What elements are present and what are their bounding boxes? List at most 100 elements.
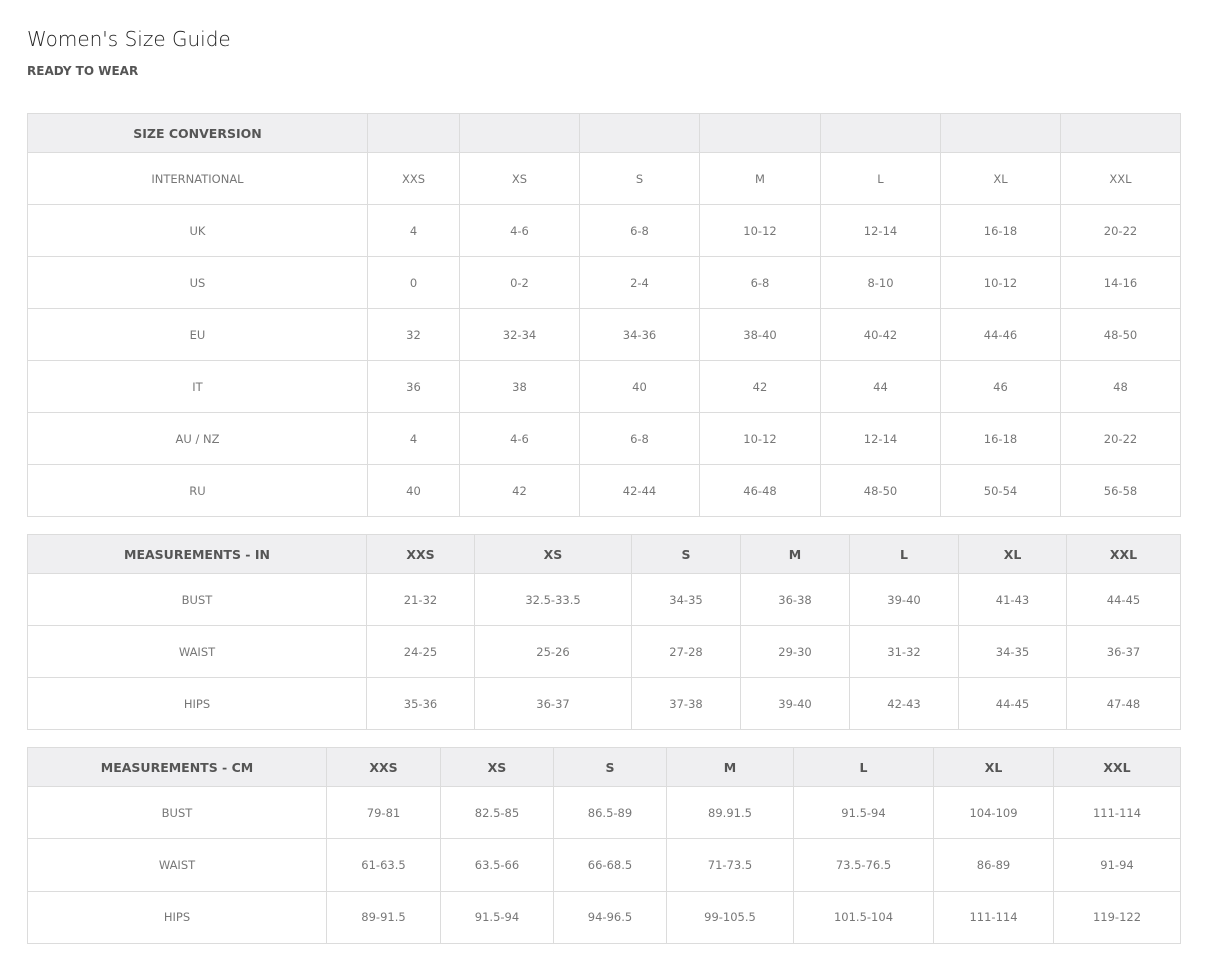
table-cell: 48-50	[1060, 308, 1181, 361]
column-header: M	[740, 534, 850, 574]
table-cell: 47-48	[1066, 677, 1181, 730]
table-cell: 37-38	[631, 677, 741, 730]
table-cell: XL	[940, 152, 1061, 205]
table-cell: 34-35	[631, 573, 741, 626]
table-cell: 16-18	[940, 204, 1061, 257]
column-header: XL	[958, 534, 1067, 574]
table-cell: M	[699, 152, 821, 205]
column-header	[699, 113, 821, 153]
table-cell: 42-43	[849, 677, 959, 730]
table-cell: 44-45	[1066, 573, 1181, 626]
table-cell: 44	[820, 360, 941, 413]
column-header: XXL	[1053, 747, 1181, 787]
table-cell: 12-14	[820, 412, 941, 465]
row-label: RU	[27, 464, 368, 517]
table-cell: 46	[940, 360, 1061, 413]
table-cell: S	[579, 152, 700, 205]
table-cell: 91.5-94	[440, 890, 554, 944]
column-header: XS	[440, 747, 554, 787]
column-header: S	[631, 534, 741, 574]
table-cell: 119-122	[1053, 890, 1181, 944]
table-cell: 104-109	[933, 786, 1054, 840]
row-label: WAIST	[27, 838, 327, 892]
table-cell: 42	[459, 464, 580, 517]
table-cell: 6-8	[579, 204, 700, 257]
table-cell: 32-34	[459, 308, 580, 361]
column-header	[1060, 113, 1181, 153]
table-cell: 34-35	[958, 625, 1067, 678]
table-cell: 25-26	[474, 625, 632, 678]
table-cell: 0	[367, 256, 460, 309]
table-cell: 91.5-94	[793, 786, 934, 840]
table-cell: 40	[579, 360, 700, 413]
table-cell: 94-96.5	[553, 890, 667, 944]
table-cell: 73.5-76.5	[793, 838, 934, 892]
row-label: HIPS	[27, 890, 327, 944]
table-cell: 4	[367, 412, 460, 465]
table-cell: XXL	[1060, 152, 1181, 205]
row-label: BUST	[27, 573, 367, 626]
table-cell: 24-25	[366, 625, 475, 678]
table-cell: L	[820, 152, 941, 205]
table-cell: 4	[367, 204, 460, 257]
table-cell: 61-63.5	[326, 838, 441, 892]
table-cell: 36-37	[1066, 625, 1181, 678]
table-cell: 41-43	[958, 573, 1067, 626]
table-cell: 21-32	[366, 573, 475, 626]
table-cell: 66-68.5	[553, 838, 667, 892]
table-cell: 36	[367, 360, 460, 413]
column-header: L	[793, 747, 934, 787]
table-cell: 99-105.5	[666, 890, 794, 944]
table-cell: 46-48	[699, 464, 821, 517]
table-cell: 86-89	[933, 838, 1054, 892]
table-cell: 38	[459, 360, 580, 413]
table-cell: 38-40	[699, 308, 821, 361]
column-header: M	[666, 747, 794, 787]
table-cell: XXS	[367, 152, 460, 205]
row-label: IT	[27, 360, 368, 413]
column-header	[820, 113, 941, 153]
table-cell: 8-10	[820, 256, 941, 309]
table-cell: 39-40	[740, 677, 850, 730]
row-label: HIPS	[27, 677, 367, 730]
row-label: US	[27, 256, 368, 309]
table-cell: 36-37	[474, 677, 632, 730]
table-cell: 89-91.5	[326, 890, 441, 944]
column-header	[579, 113, 700, 153]
column-header: XXS	[326, 747, 441, 787]
table-cell: 86.5-89	[553, 786, 667, 840]
table-cell: 111-114	[1053, 786, 1181, 840]
table-cell: 6-8	[699, 256, 821, 309]
row-label: AU / NZ	[27, 412, 368, 465]
table-cell: 32	[367, 308, 460, 361]
table-cell: 50-54	[940, 464, 1061, 517]
table-cell: 40	[367, 464, 460, 517]
table-cell: 91-94	[1053, 838, 1181, 892]
table-cell: 4-6	[459, 204, 580, 257]
table-cell: 71-73.5	[666, 838, 794, 892]
table-title: MEASUREMENTS - CM	[27, 747, 327, 787]
table-cell: 2-4	[579, 256, 700, 309]
row-label: UK	[27, 204, 368, 257]
table-cell: 82.5-85	[440, 786, 554, 840]
table-cell: 39-40	[849, 573, 959, 626]
column-header: XL	[933, 747, 1054, 787]
table-cell: 48-50	[820, 464, 941, 517]
column-header: XXL	[1066, 534, 1181, 574]
row-label: INTERNATIONAL	[27, 152, 368, 205]
column-header: XS	[474, 534, 632, 574]
table-title: SIZE CONVERSION	[27, 113, 368, 153]
column-header	[459, 113, 580, 153]
table-cell: 63.5-66	[440, 838, 554, 892]
row-label: WAIST	[27, 625, 367, 678]
table-cell: 42-44	[579, 464, 700, 517]
table-cell: 56-58	[1060, 464, 1181, 517]
column-header	[367, 113, 460, 153]
table-cell: 44-45	[958, 677, 1067, 730]
table-cell: 10-12	[940, 256, 1061, 309]
table-cell: 111-114	[933, 890, 1054, 944]
table-cell: 29-30	[740, 625, 850, 678]
table-cell: 16-18	[940, 412, 1061, 465]
table-cell: 20-22	[1060, 412, 1181, 465]
